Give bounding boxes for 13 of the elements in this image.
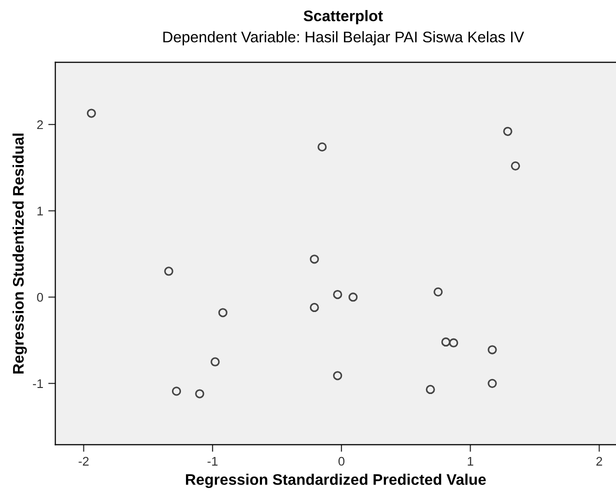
x-axis-title: Regression Standardized Predicted Value	[186, 474, 486, 488]
y-tick-label: 0	[37, 292, 44, 302]
chart-subtitle: Dependent Variable: Hasil Belajar PAI Siswa Kelas IV	[163, 31, 524, 46]
y-tick-label: 2	[37, 120, 43, 130]
y-tick-label: -1	[32, 379, 43, 388]
x-tick-label: 0	[338, 456, 344, 466]
x-tick-label: 1	[468, 456, 474, 466]
y-axis-title: Regression Studentized Residual	[12, 134, 27, 374]
chart-title: Scatterplot	[304, 10, 383, 24]
x-tick-label: -1	[208, 456, 218, 466]
x-tick-label: 2	[596, 456, 602, 466]
x-tick-label: -2	[78, 456, 89, 466]
y-tick-label: 1	[38, 206, 43, 216]
